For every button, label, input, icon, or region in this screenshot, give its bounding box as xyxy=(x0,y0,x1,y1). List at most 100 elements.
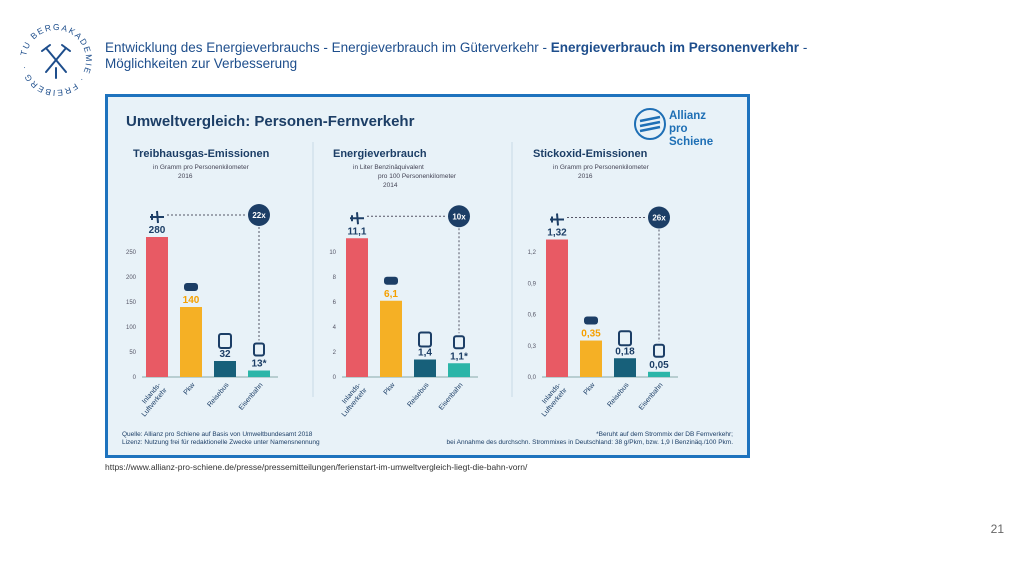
y-tick-label: 6 xyxy=(333,300,337,306)
car-icon xyxy=(184,283,198,291)
brand-line-2: pro Schiene xyxy=(669,123,714,148)
y-tick-label: 0 xyxy=(133,375,137,381)
factor-label: 22x xyxy=(252,211,266,220)
category-label-line: Eisenbahn xyxy=(638,382,665,412)
y-tick-label: 1,2 xyxy=(528,250,537,256)
y-tick-label: 0,9 xyxy=(528,281,537,287)
bar-train xyxy=(648,371,670,377)
y-tick-label: 200 xyxy=(126,275,137,281)
category-label-line: Pkw xyxy=(383,381,397,396)
data-label: 32 xyxy=(219,349,231,360)
factor-badge xyxy=(248,204,270,226)
bus-icon xyxy=(618,330,632,347)
brand-line-1: Allianz xyxy=(669,110,707,122)
bus-icon xyxy=(218,333,232,349)
chart-subtitle: 2016 xyxy=(578,173,593,180)
category-label: Eisenbahn xyxy=(438,382,465,412)
category-label-line: Eisenbahn xyxy=(238,382,265,412)
y-tick-label: 0,3 xyxy=(528,344,537,350)
train-icon xyxy=(453,335,465,350)
category-label: Eisenbahn xyxy=(638,382,665,412)
bar-plane xyxy=(146,237,168,377)
chart-title: Treibhausgas-Emissionen xyxy=(133,148,270,160)
footnote-line-2: bei Annahme des durchschn. Strommixes in… xyxy=(446,439,733,446)
category-label: Pkw xyxy=(183,381,197,396)
category-label: Reisebus xyxy=(406,381,430,408)
bar-bus xyxy=(414,359,436,377)
train-icon xyxy=(653,343,665,358)
bar-bus xyxy=(214,361,236,377)
bar-car xyxy=(380,300,402,377)
chart-subtitle: pro 100 Personenkilometer xyxy=(378,173,457,180)
chart-1: Treibhausgas-Emissionen in Gramm pro Pers… xyxy=(126,148,278,418)
plane-icon xyxy=(550,213,564,226)
source-line-2: Lizenz: Nutzung frei für redaktionelle Z… xyxy=(122,439,320,446)
bar-train xyxy=(448,363,470,377)
infographic-panel: Umweltvergleich: Personen-Fernverkehr Al… xyxy=(105,94,750,458)
category-label-line: Reisebus xyxy=(406,381,430,408)
chart-3: Stickoxid-Emissionen in Gramm pro Persone… xyxy=(528,148,678,418)
data-label: 0,05 xyxy=(649,360,669,371)
y-tick-label: 100 xyxy=(126,325,137,331)
university-seal-logo: TU BERGAKADEMIE · FREIBERG · xyxy=(18,22,92,98)
page-number: 21 xyxy=(990,522,1004,536)
chart-subtitle: 2016 xyxy=(178,173,193,180)
chart-subtitle: in Gramm pro Personenkilometer xyxy=(553,164,650,171)
source-url[interactable]: https://www.allianz-pro-schiene.de/press… xyxy=(105,462,528,472)
y-tick-label: 10 xyxy=(329,250,336,256)
train-icon xyxy=(253,342,265,357)
chart-subtitle: in Gramm pro Personenkilometer xyxy=(153,164,250,171)
header-line-1: Entwicklung des Energieverbrauchs - Ener… xyxy=(105,40,808,55)
category-label-line: Pkw xyxy=(183,381,197,396)
y-tick-label: 250 xyxy=(126,250,137,256)
category-label: Pkw xyxy=(383,381,397,396)
y-tick-label: 50 xyxy=(129,350,136,356)
plane-icon xyxy=(350,212,364,225)
brand-stripes-icon xyxy=(634,108,666,140)
chart-subtitle: 2014 xyxy=(383,182,398,189)
footnote-line-1: *Beruht auf dem Strommix der DB Fernverk… xyxy=(596,431,733,438)
bus-icon xyxy=(418,331,432,348)
data-label: 1,4 xyxy=(418,348,432,359)
source-note: Quelle: Allianz pro Schiene auf Basis vo… xyxy=(122,431,320,447)
category-label-line: Reisebus xyxy=(606,381,630,408)
bar-car xyxy=(180,307,202,377)
chart-canvas: Treibhausgas-Emissionen in Gramm pro Pers… xyxy=(126,142,678,418)
data-label: 280 xyxy=(149,225,166,236)
category-label: Inlands-Luftverkehr xyxy=(335,381,369,418)
chart-subtitle: in Liter Benzinäquivalent xyxy=(353,164,424,171)
header-highlight: Energieverbrauch im Personenverkehr xyxy=(550,40,800,55)
data-label: 1,32 xyxy=(547,228,567,239)
factor-badge xyxy=(648,206,670,229)
panel-title: Umweltvergleich: Personen-Fernverkehr xyxy=(126,113,415,130)
y-tick-label: 2 xyxy=(333,350,337,356)
factor-label: 10x xyxy=(452,212,466,221)
bar-plane xyxy=(346,238,368,377)
chart-title: Energieverbrauch xyxy=(333,148,427,160)
bar-bus xyxy=(614,358,636,377)
data-label: 0,18 xyxy=(615,346,635,357)
source-line-1: Quelle: Allianz pro Schiene auf Basis vo… xyxy=(122,431,313,438)
data-label: 11,1 xyxy=(348,226,367,237)
data-label: 13* xyxy=(251,359,266,370)
category-label: Reisebus xyxy=(206,381,230,408)
factor-label: 26x xyxy=(652,214,666,223)
footnote: *Beruht auf dem Strommix der DB Fernverk… xyxy=(446,431,733,447)
category-label: Eisenbahn xyxy=(238,382,265,412)
slide-header: Entwicklung des Energieverbrauchs - Ener… xyxy=(105,40,865,72)
bar-car xyxy=(580,340,602,377)
category-label: Pkw xyxy=(583,381,597,396)
chart-2: Energieverbrauch in Liter Benzinäquivalen… xyxy=(329,148,478,418)
factor-badge xyxy=(448,205,470,228)
data-label: 140 xyxy=(183,295,200,306)
category-label: Inlands-Luftverkehr xyxy=(135,381,169,418)
brand-logo: Allianz pro Schiene xyxy=(633,107,733,148)
data-label: 0,35 xyxy=(581,329,601,340)
car-icon xyxy=(384,276,398,285)
y-tick-label: 150 xyxy=(126,300,137,306)
car-icon xyxy=(584,316,598,325)
y-tick-label: 8 xyxy=(333,275,337,281)
y-tick-label: 0,0 xyxy=(528,375,537,381)
bar-train xyxy=(248,370,270,377)
data-label: 6,1 xyxy=(384,289,398,300)
